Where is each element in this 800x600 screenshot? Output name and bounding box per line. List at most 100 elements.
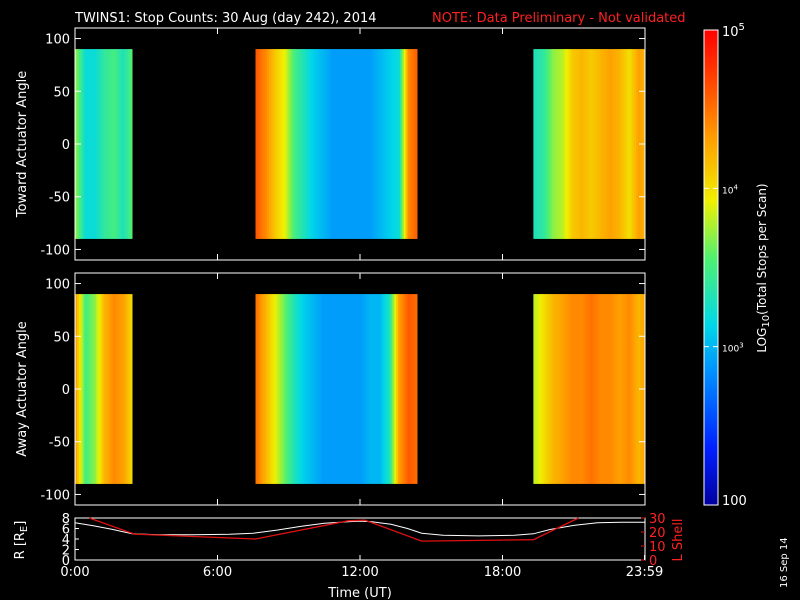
heatmap-cell (377, 294, 380, 484)
heatmap-cell (308, 49, 312, 239)
heatmap-cell (620, 294, 624, 484)
heatmap-cell (295, 49, 298, 239)
heatmap-cell (325, 49, 329, 239)
heatmap-cell (84, 294, 87, 484)
heatmap-cell (392, 49, 395, 239)
heatmap-cell (390, 49, 393, 239)
heatmap-cell (398, 294, 401, 484)
heatmap-cell (599, 49, 603, 239)
heatmap-cell (540, 49, 544, 239)
heatmap-cell (337, 49, 340, 239)
heatmap-cell (285, 294, 289, 484)
heatmap-cell (329, 49, 332, 239)
heatmap-cell (126, 49, 129, 239)
heatmap-cell (558, 294, 561, 484)
heatmap-cell (375, 294, 378, 484)
heatmap-cell (263, 49, 266, 239)
heatmap-cell (293, 294, 296, 484)
heatmap-cell (284, 49, 287, 239)
heatmap-cell (635, 294, 639, 484)
orbit-ylabel-left: R [RE] (13, 521, 30, 560)
heatmap-cell (274, 294, 277, 484)
heatmap-cell (592, 294, 595, 484)
y-tick-label-left: 8 (62, 512, 70, 527)
heatmap-cell (594, 49, 597, 239)
heatmap-cell (122, 49, 125, 239)
heatmap-cell (354, 294, 357, 484)
heatmap-cell (268, 294, 272, 484)
heatmap-cell (128, 49, 131, 239)
heatmap-cell (603, 49, 607, 239)
heatmap-cell (120, 49, 123, 239)
away-ylabel: Away Actuator Angle (15, 321, 30, 456)
heatmap-cell (255, 294, 258, 484)
colorbar-tick-label: 104 (722, 183, 738, 196)
colorbar-tick-label: 1003 (722, 342, 744, 355)
heatmap-cell (122, 294, 125, 484)
heatmap-cell (291, 294, 294, 484)
heatmap-cell (411, 294, 414, 484)
toward-y-ticks: 100 50 0 -50 -100 (40, 28, 646, 260)
heatmap-cell (306, 294, 310, 484)
heatmap-cell (297, 49, 300, 239)
y-tick-label-left: 6 (62, 523, 70, 538)
heatmap-cell (616, 49, 620, 239)
heatmap-cell (261, 294, 264, 484)
heatmap-cell (111, 49, 114, 239)
heatmap-cell (361, 49, 365, 239)
heatmap-cell (116, 294, 120, 484)
heatmap-cell (582, 49, 586, 239)
heatmap-cell (82, 294, 85, 484)
heatmap-cell (571, 49, 574, 239)
colorbar-label: LOG10(Total Stops per Scan) (755, 183, 772, 352)
heatmap-cell (628, 49, 631, 239)
heatmap-cell (124, 49, 127, 239)
heatmap-cell (367, 294, 370, 484)
heatmap-cell (588, 49, 591, 239)
heatmap-cell (320, 294, 323, 484)
heatmap-cell (407, 49, 410, 239)
heatmap-cell (105, 49, 108, 239)
colorbar-gradient (703, 29, 719, 506)
heatmap-cell (304, 49, 308, 239)
heatmap-cell (255, 49, 258, 239)
heatmap-cell (287, 294, 291, 484)
heatmap-cell (95, 294, 99, 484)
heatmap-cell (396, 294, 399, 484)
heatmap-cell (415, 49, 418, 239)
heatmap-cell (399, 294, 403, 484)
heatmap-cell (105, 294, 108, 484)
heatmap-cell (304, 294, 308, 484)
heatmap-cell (310, 49, 313, 239)
heatmap-cell (344, 294, 348, 484)
heatmap-cell (263, 294, 266, 484)
heatmap-cell (270, 294, 274, 484)
heatmap-cell (537, 294, 540, 484)
heatmap-cell (409, 294, 412, 484)
preliminary-note: NOTE: Data Preliminary - Not validated (432, 11, 686, 26)
heatmap-cell (316, 294, 319, 484)
toward-panel: 100 50 0 -50 -100 Toward Actuator Angle (15, 27, 646, 261)
heatmap-cell (94, 49, 97, 239)
heatmap-cell (609, 49, 612, 239)
heatmap-cell (259, 294, 262, 484)
heatmap-cell (358, 294, 361, 484)
heatmap-cell (111, 294, 114, 484)
heatmap-cell (342, 49, 346, 239)
heatmap-cell (588, 294, 591, 484)
heatmap-cell (314, 294, 317, 484)
heatmap-cell (109, 49, 112, 239)
heatmap-cell (575, 294, 578, 484)
heatmap-cell (371, 49, 374, 239)
heatmap-cell (384, 49, 388, 239)
heatmap-cell (113, 49, 116, 239)
heatmap-cell (550, 294, 553, 484)
heatmap-cell (280, 49, 283, 239)
heatmap-cell (306, 49, 310, 239)
heatmap-cell (126, 294, 129, 484)
y-tick-label: 0 (62, 138, 70, 153)
heatmap-cell (542, 49, 546, 239)
heatmap-cell (342, 294, 346, 484)
heatmap-cell (563, 49, 567, 239)
